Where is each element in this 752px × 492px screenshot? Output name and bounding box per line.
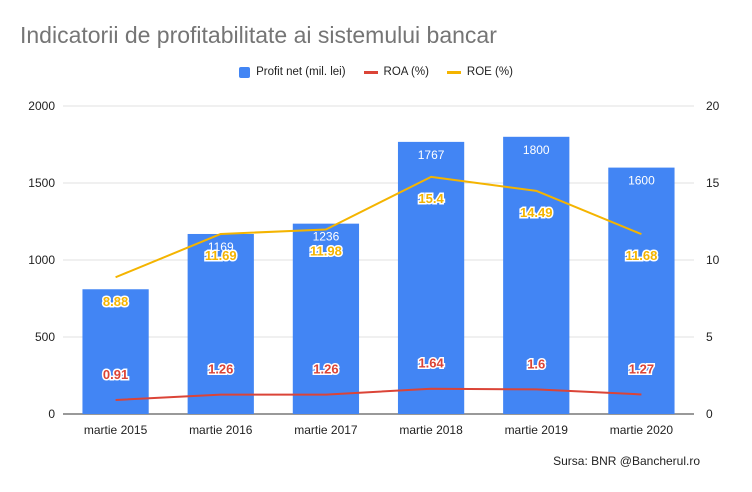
roe-data-label: 11.68 bbox=[626, 248, 658, 263]
right-axis-tick-label: 5 bbox=[706, 330, 713, 344]
x-axis-tick-label: martie 2020 bbox=[610, 423, 674, 437]
bar-data-label: 1800 bbox=[523, 143, 550, 157]
roe-data-label: 15.4 bbox=[418, 191, 444, 206]
legend-label-profit: Profit net (mil. lei) bbox=[256, 66, 346, 78]
bar bbox=[503, 136, 570, 415]
right-axis-tick-label: 0 bbox=[706, 407, 713, 421]
chart-title: Indicatorii de profitabilitate ai sistem… bbox=[20, 22, 497, 48]
label-layer: 1169 1236 1767 1800 1600 0.91 1.26 1.26 1.64 1.6 1… bbox=[101, 143, 658, 384]
x-axis-tick-label: martie 2016 bbox=[189, 423, 253, 437]
legend-swatch-roa bbox=[363, 70, 378, 74]
left-axis-tick-label: 500 bbox=[35, 330, 55, 344]
left-axis-tick-label: 1000 bbox=[28, 253, 55, 267]
bar-data-label: 1169 bbox=[208, 240, 234, 254]
x-axis-tick-label: martie 2019 bbox=[505, 423, 569, 437]
right-axis-tick-label: 15 bbox=[706, 176, 720, 190]
legend-item-roa[interactable]: ROA (%) bbox=[363, 66, 429, 78]
bar bbox=[292, 223, 360, 414]
roa-line bbox=[115, 387, 642, 401]
x-axis-tick-label: martie 2018 bbox=[399, 423, 463, 437]
legend: Profit net (mil. lei) ROA (%) ROE (%) bbox=[0, 66, 752, 78]
roa-data-label: 1.64 bbox=[418, 356, 444, 371]
grid-layer bbox=[63, 105, 694, 415]
line-layer bbox=[115, 175, 642, 401]
bar bbox=[397, 141, 465, 414]
legend-item-profit[interactable]: Profit net (mil. lei) bbox=[239, 66, 346, 78]
left-axis-tick-label: 1500 bbox=[28, 176, 55, 190]
bar-data-label: 1236 bbox=[313, 230, 340, 244]
axis-layer: 0 500 1000 1500 2000 0 5 10 15 20 martie 2015 marti… bbox=[28, 99, 719, 437]
bar-data-label: 1600 bbox=[628, 174, 655, 188]
roa-data-label: 1.6 bbox=[527, 356, 545, 371]
legend-label-roa: ROA (%) bbox=[383, 66, 429, 78]
roa-data-label: 0.91 bbox=[103, 367, 128, 382]
roa-data-label: 1.27 bbox=[629, 361, 654, 376]
source-note: Sursa: BNR @Bancherul.ro bbox=[553, 454, 700, 468]
legend-swatch-profit bbox=[239, 66, 251, 78]
bar bbox=[187, 233, 254, 414]
roe-data-label: 14.49 bbox=[520, 205, 553, 220]
roe-data-label: 11.98 bbox=[310, 244, 342, 259]
x-axis-tick-label: martie 2015 bbox=[84, 423, 148, 437]
right-axis-tick-label: 20 bbox=[706, 99, 720, 113]
roa-data-label: 1.26 bbox=[208, 362, 233, 377]
left-axis-tick-label: 2000 bbox=[28, 99, 55, 113]
left-axis-tick-label: 0 bbox=[48, 407, 55, 421]
roe-data-label: 8.88 bbox=[103, 294, 128, 309]
legend-swatch-roe bbox=[446, 70, 461, 74]
roa-data-label: 1.26 bbox=[313, 362, 338, 377]
right-axis-tick-label: 10 bbox=[706, 253, 720, 267]
x-axis-tick-label: martie 2017 bbox=[294, 423, 358, 437]
bar bbox=[608, 167, 675, 414]
roe-data-label: 11.69 bbox=[205, 248, 237, 263]
legend-label-roe: ROE (%) bbox=[466, 66, 513, 78]
bar bbox=[82, 289, 149, 414]
bar-layer bbox=[82, 136, 675, 415]
bar-data-label: 1767 bbox=[418, 148, 445, 162]
legend-item-roe[interactable]: ROE (%) bbox=[446, 66, 513, 78]
roe-line bbox=[115, 175, 642, 279]
